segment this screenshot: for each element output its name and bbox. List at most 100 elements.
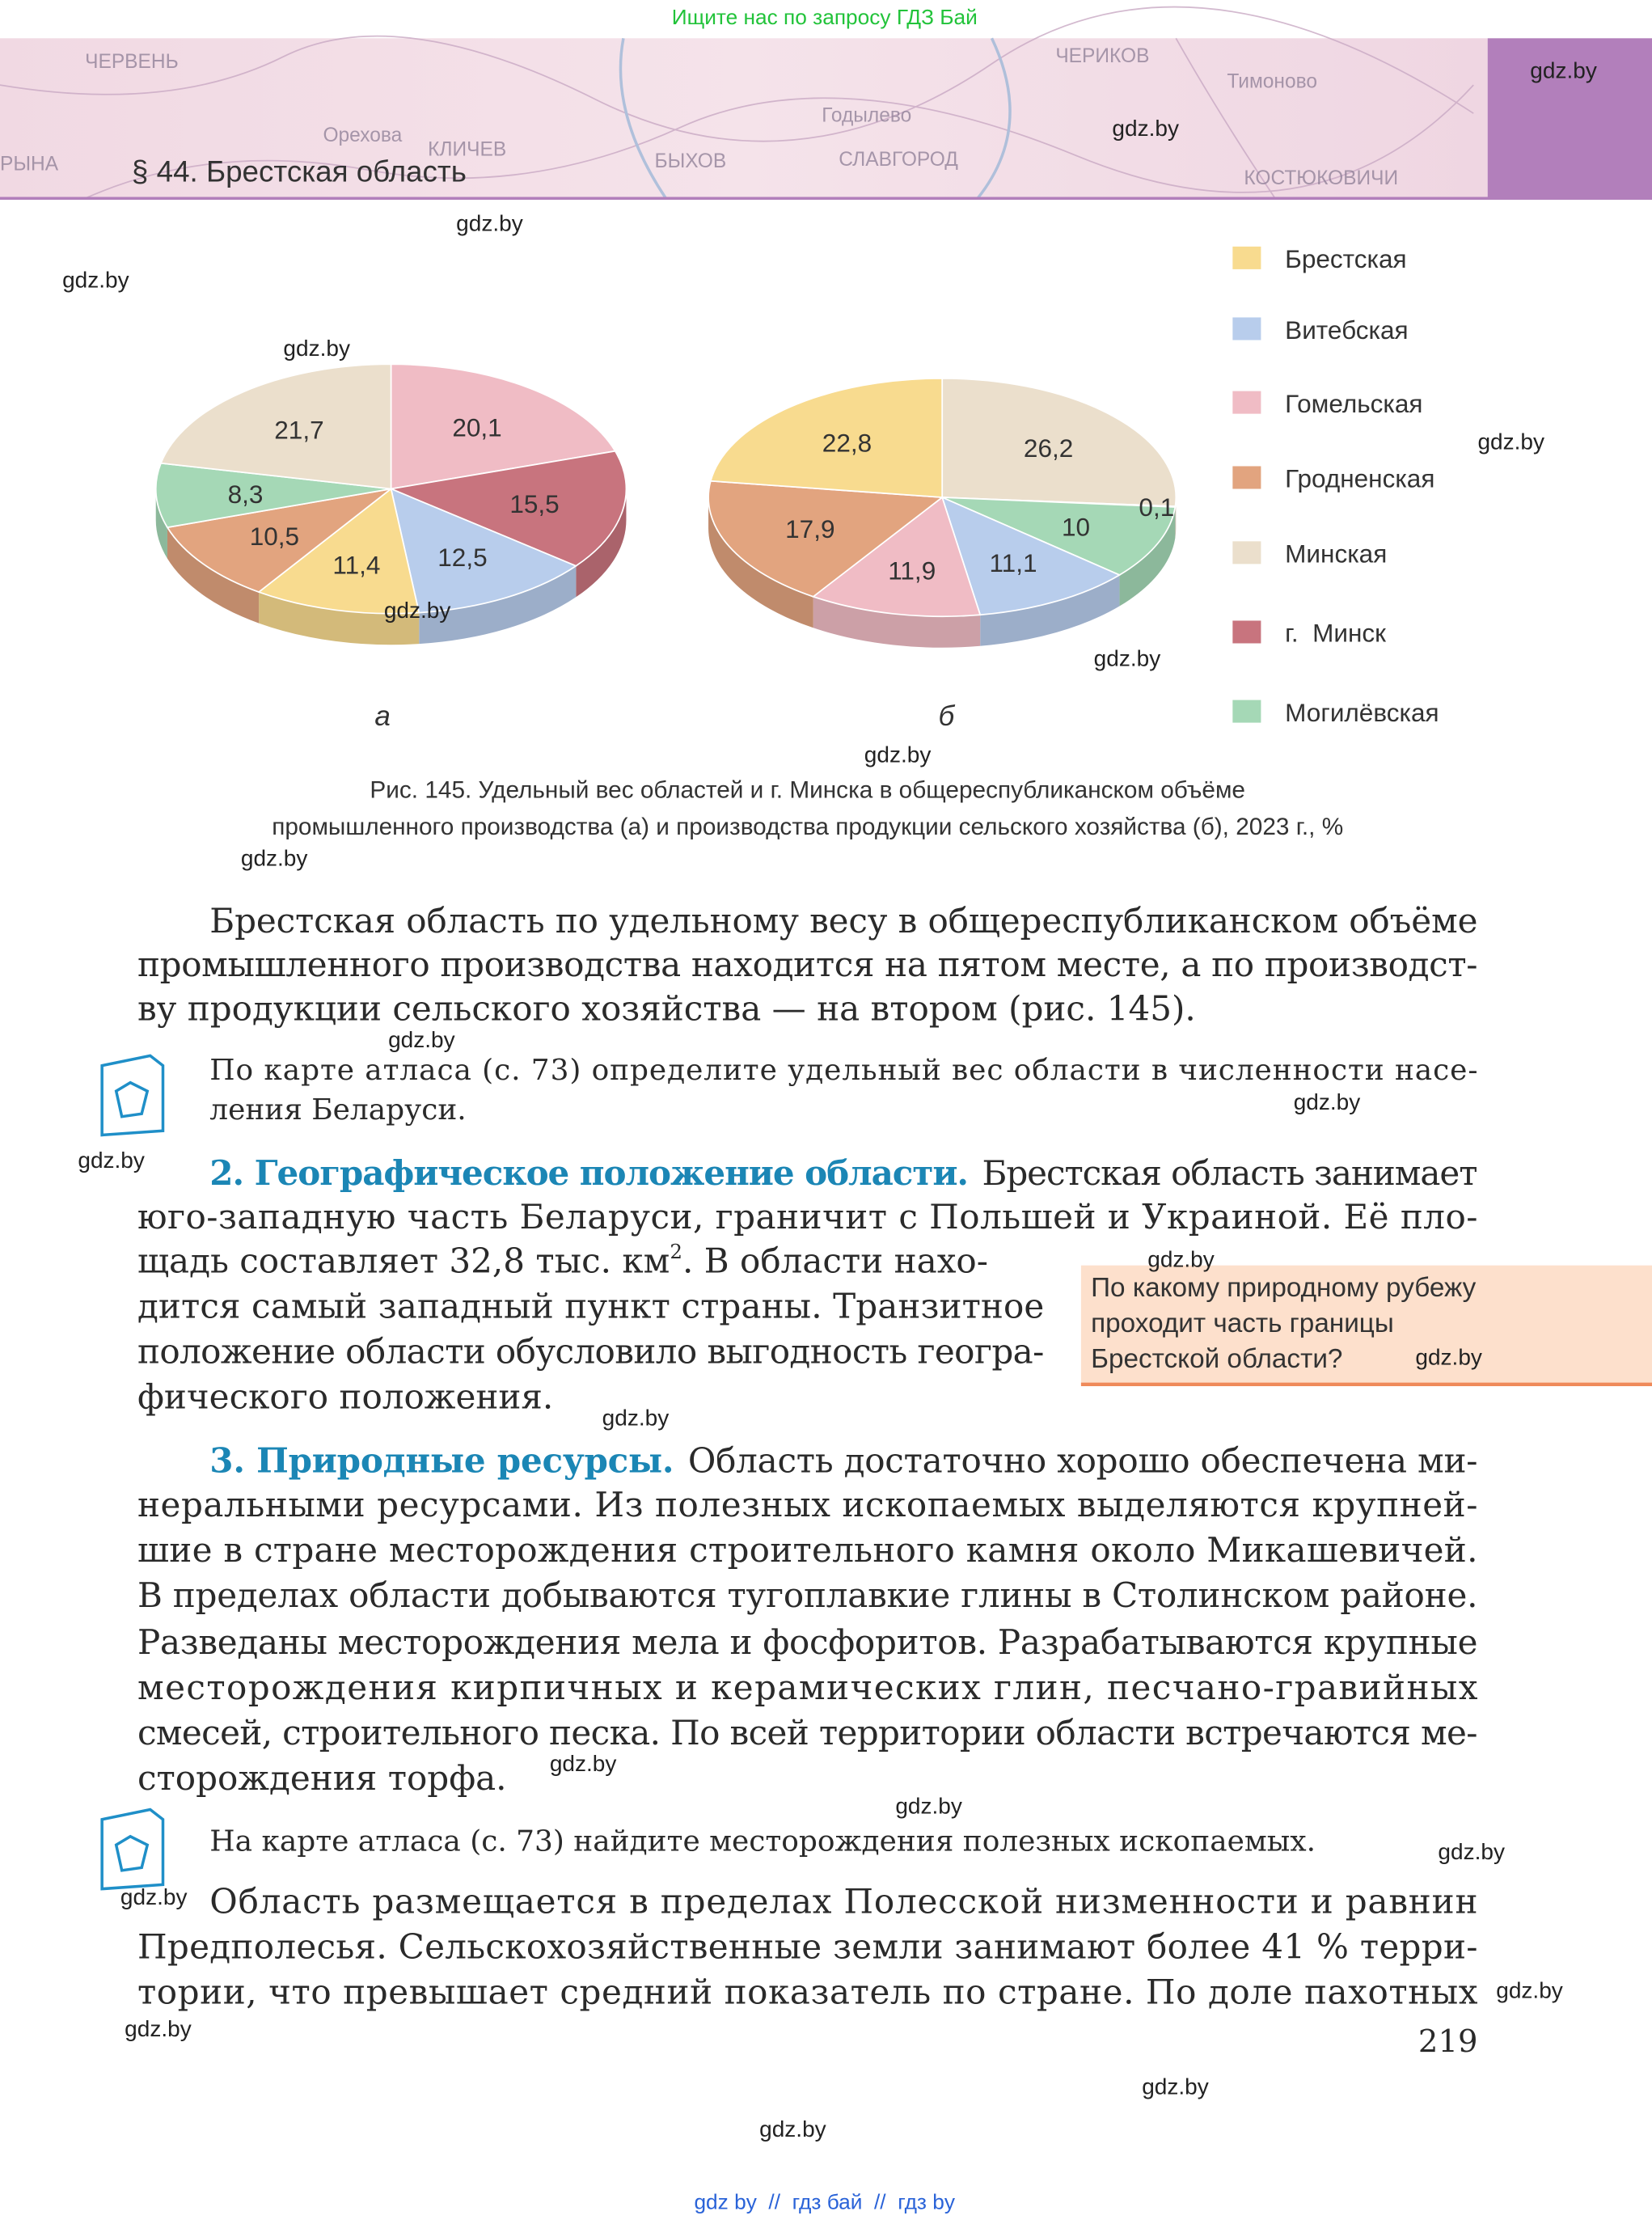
- pie-slice: [941, 377, 1177, 507]
- pie-value-label: 17,9: [785, 514, 834, 543]
- body-line: фического положения.: [137, 1377, 553, 1417]
- pie-value-label: 15,5: [509, 489, 559, 518]
- watermark: gdz.by: [62, 268, 129, 293]
- body-line: 3. Природные ресурсы. Область достаточно …: [209, 1440, 1477, 1480]
- map-label: Тимоново: [1227, 71, 1317, 93]
- legend-label: Гомельская: [1285, 389, 1422, 418]
- pie-slice-side: [259, 592, 420, 645]
- pie-value-label: 10,5: [250, 522, 299, 551]
- map-label: ЧЕРИКОВ: [1055, 45, 1149, 67]
- task-line: На карте атласа (с. 73) найдите месторож…: [209, 1824, 1316, 1858]
- watermark: gdz.by: [120, 1884, 188, 1909]
- question-line: Брестской области?: [1091, 1344, 1342, 1374]
- body-line: Область размещается в пределах Полесской…: [209, 1881, 1477, 1921]
- body-text: Брестская область занимает: [982, 1153, 1478, 1193]
- legend-swatch: [1232, 391, 1261, 414]
- pie-slice: [390, 488, 578, 614]
- map-label: РЫНА: [0, 153, 59, 175]
- pie-slice: [940, 496, 1122, 616]
- watermark: gdz.by: [1477, 429, 1544, 454]
- pie-value-label: 21,7: [274, 416, 323, 445]
- body-line: сторождения торфа.: [137, 1758, 507, 1798]
- legend-swatch: [1232, 620, 1261, 644]
- watermark: gdz.by: [602, 1406, 670, 1431]
- pie-value-label: 26,2: [1024, 433, 1073, 463]
- map-label: ЧЕРВЕНЬ: [85, 51, 179, 73]
- watermark: gdz.by: [1142, 2074, 1209, 2099]
- legend-swatch: [1232, 541, 1261, 564]
- watermark: gdz.by: [550, 1751, 617, 1776]
- watermark: gdz.by: [759, 2116, 826, 2142]
- pie-slice: [709, 377, 944, 498]
- pie-slice: [154, 462, 391, 529]
- body-line: В пределах области добываются тугоплавки…: [137, 1575, 1478, 1615]
- legend-label: г. Минск: [1285, 619, 1386, 648]
- question-line: По какому природному рубежу: [1091, 1273, 1477, 1303]
- header-map: [0, 38, 1488, 199]
- map-label: Орехова: [323, 125, 402, 146]
- header-tab: [1487, 38, 1652, 199]
- atlas-icon: [100, 1054, 165, 1137]
- legend-label: Могилёвская: [1285, 698, 1439, 727]
- watermark: gdz.by: [388, 1027, 455, 1052]
- body-line: шие в стране месторождения строительного…: [137, 1530, 1478, 1570]
- pie-value-label: 11,4: [332, 551, 380, 580]
- watermark: gdz.by: [1294, 1089, 1361, 1114]
- pie-slice-side: [576, 488, 627, 598]
- body-line: Предполесья. Сельскохозяйственные земли …: [137, 1926, 1478, 1966]
- pie-slice-side: [1119, 507, 1176, 607]
- header-title: § 44. Брестская область: [132, 154, 467, 188]
- watermark: gdz.by: [864, 742, 932, 767]
- pie-slice: [811, 496, 982, 618]
- map-label: КЛИЧЕВ: [428, 139, 506, 161]
- watermark: gdz.by: [1530, 57, 1597, 82]
- pie-value-label: 11,9: [888, 556, 936, 586]
- pie-slice: [388, 450, 627, 567]
- pie-value-label: 8,3: [228, 480, 264, 509]
- legend-swatch: [1232, 700, 1261, 723]
- legend-label: Минская: [1285, 539, 1387, 569]
- body-text: щадь составляет 32,8 тыс. км: [137, 1241, 670, 1280]
- pie-slice: [159, 363, 392, 490]
- body-line: положение области обусловило выгодность …: [137, 1332, 1044, 1372]
- body-line: 2. Географическое положение области. Брес…: [209, 1153, 1477, 1193]
- pie-value-label: 12,5: [437, 543, 487, 572]
- body-line: месторождения кирпичных и керамических г…: [137, 1668, 1478, 1707]
- body-line: щадь составляет 32,8 тыс. км2. В области…: [137, 1240, 988, 1281]
- pie-slice: [941, 497, 1177, 576]
- pie-slice-side: [419, 565, 577, 645]
- question-box: [1080, 1265, 1652, 1385]
- pie-slice-side: [708, 497, 813, 628]
- superscript: 2: [670, 1240, 682, 1263]
- page-number: 219: [1418, 2023, 1478, 2060]
- body-line: Разведаны месторождения мела и фосфорито…: [137, 1622, 1478, 1662]
- task-line: ления Беларуси.: [209, 1093, 466, 1127]
- body-line: промышленного производства находится на …: [137, 945, 1478, 984]
- pie-slice-side: [813, 596, 981, 648]
- body-line: дится самый западный пункт страны. Транз…: [137, 1286, 1044, 1326]
- watermark: gdz.by: [283, 336, 350, 361]
- body-text: . В области нахо-: [682, 1241, 988, 1280]
- pie-slice: [166, 488, 392, 594]
- pie-label: б: [939, 700, 956, 732]
- pie-value-label: 11,1: [990, 548, 1037, 577]
- figure-caption: промышленного производства (а) и произво…: [272, 814, 1343, 840]
- map-label: СЛАВГОРОД: [839, 149, 958, 171]
- pie-slice: [257, 487, 420, 615]
- section-heading: 2. Географическое положение области.: [209, 1153, 969, 1193]
- top-banner: Ищите нас по запросу ГДЗ Бай: [672, 5, 978, 29]
- map-label: КОСТЮКОВИЧИ: [1244, 167, 1398, 189]
- legend-label: Брестская: [1285, 244, 1406, 273]
- body-line: неральными ресурсами. Из полезных ископа…: [137, 1485, 1478, 1524]
- pie-label: а: [374, 700, 390, 732]
- map-lines: [0, 6, 1474, 200]
- pie-value-label: 10: [1062, 512, 1090, 541]
- body-text: Область достаточно хорошо обеспечена ми-: [688, 1440, 1478, 1480]
- watermark: gdz.by: [1415, 1344, 1482, 1369]
- pie-slice: [708, 480, 944, 598]
- body-line: ву продукции сельского хозяйства — на вт…: [137, 989, 1196, 1029]
- watermark: gdz.by: [456, 211, 523, 236]
- map-label: Годылево: [822, 105, 911, 127]
- map-label: БЫХОВ: [654, 150, 726, 172]
